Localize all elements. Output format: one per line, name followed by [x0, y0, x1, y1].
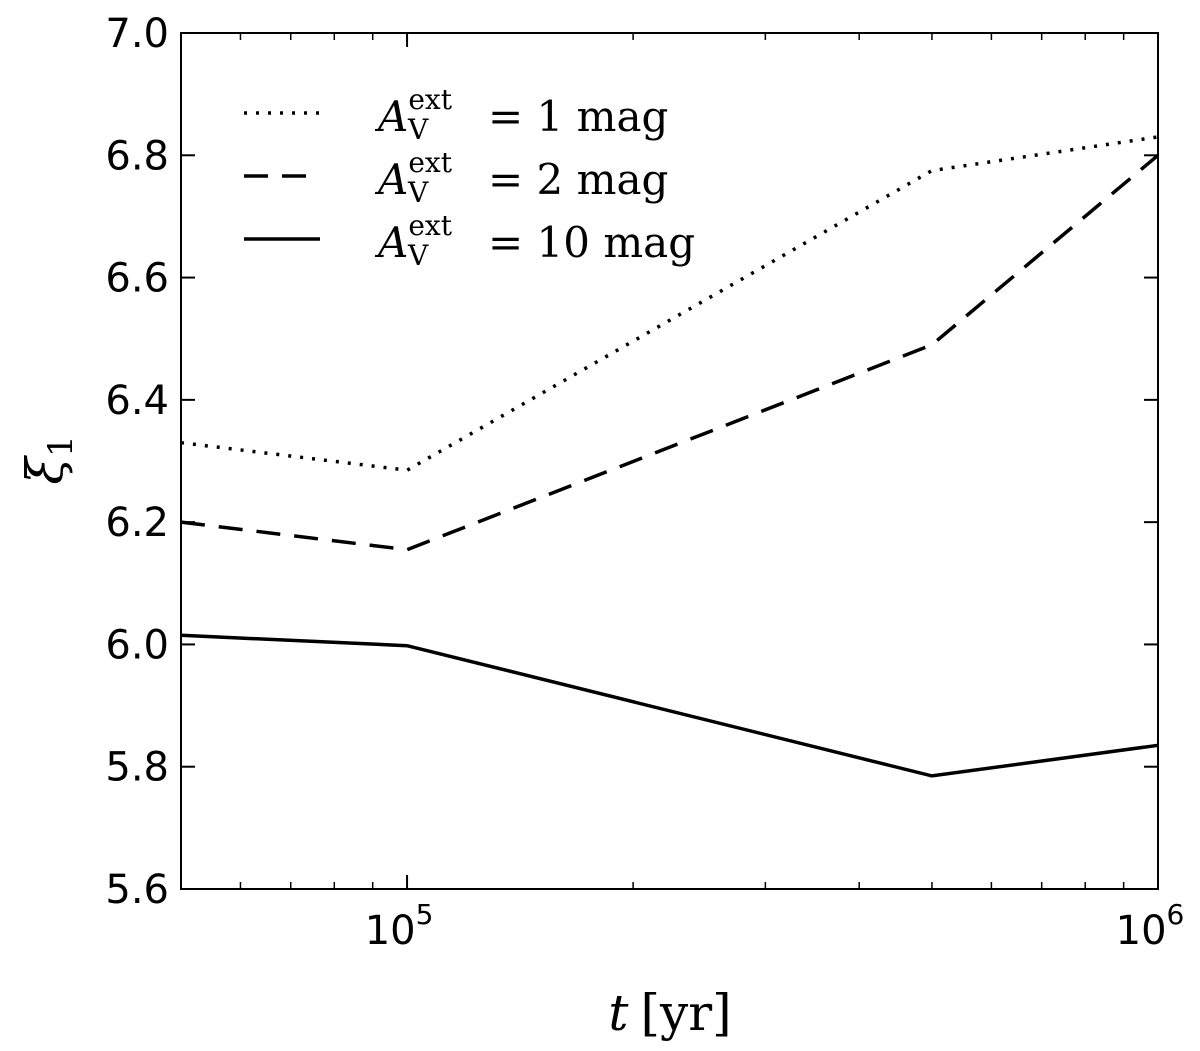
major-ticks — [181, 32, 1159, 890]
series-line-2 — [180, 153, 1160, 552]
y-axis-label: ξ1 — [16, 435, 81, 484]
minor-ticks — [180, 33, 1125, 889]
legend-label-2: Aext V = 2 mag — [374, 146, 668, 209]
y-tick-label-6: 6.8 — [105, 133, 169, 179]
y-axis-label-sub: 1 — [41, 435, 81, 457]
y-tick-label-5: 6.6 — [105, 256, 169, 302]
y-tick-labels: 5.6 5.8 6.0 6.2 6.4 6.6 6.8 7.0 — [105, 11, 169, 913]
x-axis-label-unit: [yr] — [640, 984, 731, 1042]
legend-label-1: Aext V = 1 mag — [374, 83, 668, 146]
x-tick-label-0: 105 — [365, 898, 434, 954]
x-axis-label-var: t — [608, 984, 629, 1042]
y-axis-label-var: ξ — [16, 455, 74, 485]
y-tick-label-2: 6.0 — [105, 622, 169, 668]
series-line-3 — [180, 633, 1159, 778]
y-tick-label-1: 5.8 — [105, 745, 169, 791]
x-axis-label: t [yr] — [608, 984, 731, 1042]
series-line-1 — [180, 135, 1159, 473]
plot-frame — [180, 32, 1159, 890]
legend-label-3: Aext V = 10 mag — [374, 209, 695, 272]
x-tick-labels: 105 106 — [365, 898, 1185, 954]
x-tick-label-1: 106 — [1116, 898, 1185, 954]
y-tick-label-3: 6.2 — [105, 500, 169, 546]
y-tick-label-0: 5.6 — [105, 867, 169, 913]
series-layer — [180, 135, 1160, 778]
y-tick-label-4: 6.4 — [105, 378, 169, 424]
y-tick-label-7: 7.0 — [105, 11, 169, 57]
